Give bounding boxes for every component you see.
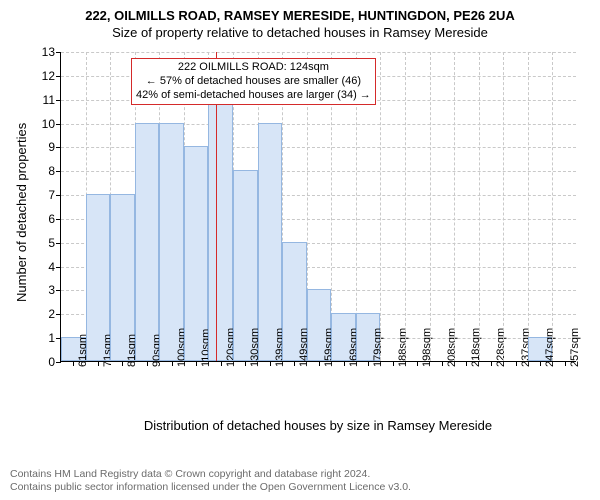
x-tick-mark: [368, 361, 369, 366]
annotation-box: 222 OILMILLS ROAD: 124sqm← 57% of detach…: [131, 58, 376, 105]
x-tick-mark: [122, 361, 123, 366]
footer-line-1: Contains HM Land Registry data © Crown c…: [10, 468, 590, 481]
bar: [159, 123, 184, 361]
x-tick-mark: [540, 361, 541, 366]
y-tick-mark: [56, 195, 61, 196]
x-tick-label: 208sqm: [446, 328, 458, 367]
gridline-h: [61, 52, 576, 53]
footer-line-2: Contains public sector information licen…: [10, 481, 590, 494]
x-tick-label: 218sqm: [470, 328, 482, 367]
x-tick-mark: [344, 361, 345, 366]
y-axis-label: Number of detached properties: [14, 123, 29, 302]
x-tick-mark: [491, 361, 492, 366]
y-tick-mark: [56, 52, 61, 53]
y-tick-mark: [56, 219, 61, 220]
y-tick-mark: [56, 362, 61, 363]
gridline-v: [430, 52, 431, 361]
gridline-v: [405, 52, 406, 361]
gridline-v: [528, 52, 529, 361]
y-tick-mark: [56, 147, 61, 148]
x-tick-mark: [442, 361, 443, 366]
gridline-v: [454, 52, 455, 361]
x-tick-mark: [516, 361, 517, 366]
plot-area: 01234567891011121361sqm71sqm81sqm90sqm10…: [60, 52, 576, 362]
x-tick-mark: [147, 361, 148, 366]
chart-area: Number of detached properties 0123456789…: [10, 46, 590, 440]
x-tick-label: 247sqm: [544, 328, 556, 367]
gridline-v: [503, 52, 504, 361]
x-tick-label: 257sqm: [569, 328, 581, 367]
y-tick-mark: [56, 290, 61, 291]
x-tick-mark: [172, 361, 173, 366]
y-tick-mark: [56, 76, 61, 77]
x-tick-mark: [221, 361, 222, 366]
x-tick-mark: [294, 361, 295, 366]
y-tick-mark: [56, 267, 61, 268]
gridline-v: [552, 52, 553, 361]
x-tick-mark: [196, 361, 197, 366]
y-tick-mark: [56, 124, 61, 125]
x-tick-mark: [393, 361, 394, 366]
x-tick-mark: [319, 361, 320, 366]
annotation-line-1: 222 OILMILLS ROAD: 124sqm: [136, 61, 371, 75]
page-title: 222, OILMILLS ROAD, RAMSEY MERESIDE, HUN…: [10, 8, 590, 23]
annotation-line-3: 42% of semi-detached houses are larger (…: [136, 89, 371, 103]
x-tick-label: 228sqm: [495, 328, 507, 367]
x-axis-label: Distribution of detached houses by size …: [60, 418, 576, 433]
page-subtitle: Size of property relative to detached ho…: [10, 25, 590, 40]
x-tick-mark: [417, 361, 418, 366]
y-tick-mark: [56, 100, 61, 101]
x-tick-mark: [466, 361, 467, 366]
annotation-line-2: ← 57% of detached houses are smaller (46…: [136, 75, 371, 89]
y-tick-mark: [56, 314, 61, 315]
footer: Contains HM Land Registry data © Crown c…: [10, 468, 590, 494]
gridline-v: [479, 52, 480, 361]
x-tick-label: 179sqm: [372, 328, 384, 367]
gridline-v: [380, 52, 381, 361]
x-tick-mark: [98, 361, 99, 366]
y-tick-mark: [56, 243, 61, 244]
bar: [135, 123, 160, 361]
x-tick-mark: [245, 361, 246, 366]
bar: [208, 99, 233, 361]
x-tick-label: 198sqm: [421, 328, 433, 367]
x-tick-mark: [73, 361, 74, 366]
y-tick-mark: [56, 171, 61, 172]
x-tick-label: 188sqm: [397, 328, 409, 367]
x-tick-mark: [270, 361, 271, 366]
x-tick-mark: [565, 361, 566, 366]
bar: [258, 123, 283, 361]
